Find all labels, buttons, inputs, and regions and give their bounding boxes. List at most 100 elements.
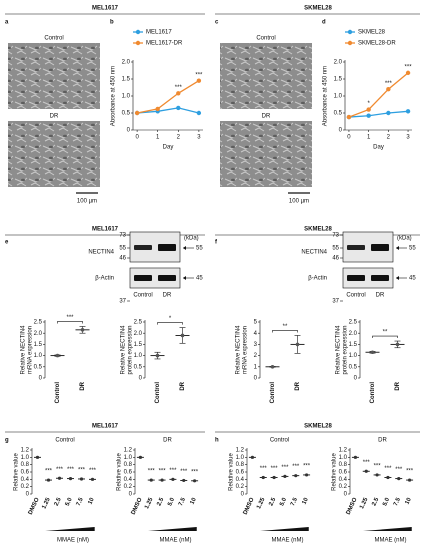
annotation: *** — [89, 468, 97, 474]
header: MEL1617 — [92, 6, 119, 12]
annotation: *** — [148, 469, 156, 475]
significance: *** — [66, 315, 74, 321]
y-tick-label: 0 — [241, 492, 245, 498]
x-tick-label: 7.5 — [290, 496, 299, 507]
arrow — [396, 246, 399, 250]
point — [283, 474, 287, 478]
protein-label: β-Actin — [95, 276, 114, 282]
header: MEL1617 — [92, 424, 119, 430]
point — [346, 114, 352, 120]
image-label: DR — [50, 114, 59, 120]
annotation: *** — [195, 72, 203, 78]
x-tick-label: 1 — [367, 135, 371, 141]
point — [46, 478, 51, 482]
y-tick-label: 1.0 — [349, 353, 358, 359]
point — [386, 87, 391, 92]
point — [366, 107, 371, 112]
annotation: *** — [271, 466, 279, 472]
protein-label: NECTIN4 — [301, 250, 327, 256]
y-tick-label: 0 — [26, 492, 30, 498]
legend-swatch — [347, 29, 353, 35]
line — [136, 80, 200, 114]
y-tick-label: 0.4 — [21, 477, 30, 483]
y-tick-label: 0.2 — [339, 484, 348, 490]
x-tick-label: 2.5 — [371, 496, 380, 507]
annotation: *** — [191, 469, 199, 475]
annotation: *** — [384, 466, 392, 472]
x-tick-label: Control — [55, 382, 61, 404]
point — [397, 477, 401, 481]
y-tick-label: 0 — [39, 376, 43, 382]
point — [270, 365, 275, 369]
y-tick-label: 1.5 — [334, 77, 343, 83]
y-axis-label: protein expression — [343, 325, 349, 374]
band — [347, 275, 365, 281]
point — [176, 105, 181, 111]
protein-label: β-Actin — [308, 276, 327, 282]
x-tick-label: 7.5 — [76, 496, 85, 507]
subplot-title: DR — [378, 438, 387, 444]
y-tick-label: 1.0 — [334, 94, 343, 100]
point — [90, 477, 95, 481]
x-tick-label: DMSO — [346, 497, 359, 516]
point — [294, 474, 298, 478]
legend-label: SKMEL28-DR — [358, 41, 396, 47]
size-label: 45 — [409, 276, 416, 282]
annotation: *** — [292, 464, 300, 470]
x-tick-label: 2 — [177, 135, 181, 141]
y-tick-label: 0.6 — [339, 470, 348, 476]
x-tick-label: 10 — [405, 496, 414, 505]
y-tick-label: 1.0 — [34, 353, 43, 359]
blot — [342, 267, 394, 289]
y-tick-label: 0 — [254, 376, 258, 382]
annotation: *** — [78, 468, 86, 474]
point — [138, 455, 143, 459]
point — [364, 469, 368, 473]
x-tick-label: 10 — [302, 496, 311, 505]
micrograph — [220, 43, 312, 109]
y-tick-label: 0.8 — [236, 462, 245, 468]
bracket — [272, 330, 298, 333]
point — [35, 455, 40, 459]
point — [182, 478, 186, 483]
y-axis-label: protein expression — [128, 325, 134, 374]
y-tick-label: 2.0 — [34, 331, 43, 337]
y-tick-label: 0.2 — [21, 484, 30, 490]
point — [261, 475, 265, 480]
point — [155, 106, 160, 112]
micrograph — [220, 121, 312, 187]
y-tick-label: 2.5 — [349, 320, 358, 326]
y-tick-label: 2.5 — [134, 320, 143, 326]
y-tick-label: 0.6 — [124, 470, 133, 476]
legend-label: MEL1617-DR — [146, 41, 183, 47]
annotation: *** — [180, 469, 188, 475]
y-tick-label: 0.8 — [339, 462, 348, 468]
point — [366, 113, 371, 118]
x-tick-label: 3 — [406, 135, 410, 141]
y-tick-label: 0.5 — [134, 364, 143, 370]
legend-label: MEL1617 — [146, 30, 172, 36]
x-tick-label: 2 — [387, 135, 391, 141]
y-tick-label: 0.4 — [236, 477, 245, 483]
point — [353, 455, 358, 459]
bracket — [372, 335, 398, 339]
point — [295, 342, 300, 347]
x-tick-label: 0 — [347, 135, 351, 141]
micrograph — [8, 43, 100, 109]
bracket — [57, 321, 83, 324]
y-tick-label: 1.5 — [349, 342, 358, 348]
x-tick-label: DMSO — [243, 497, 256, 516]
band — [347, 245, 365, 250]
y-tick-label: 0 — [339, 128, 343, 134]
point — [68, 477, 73, 481]
y-tick-label: 0.4 — [339, 477, 348, 483]
panel-label: c — [215, 20, 219, 26]
point — [134, 110, 140, 116]
wedge — [363, 527, 412, 531]
y-axis-label: Relative NECTIN4 — [336, 325, 342, 375]
y-tick-label: 1 — [254, 364, 258, 370]
point — [196, 110, 202, 116]
point — [192, 479, 197, 483]
x-tick-label: Control — [370, 382, 376, 404]
